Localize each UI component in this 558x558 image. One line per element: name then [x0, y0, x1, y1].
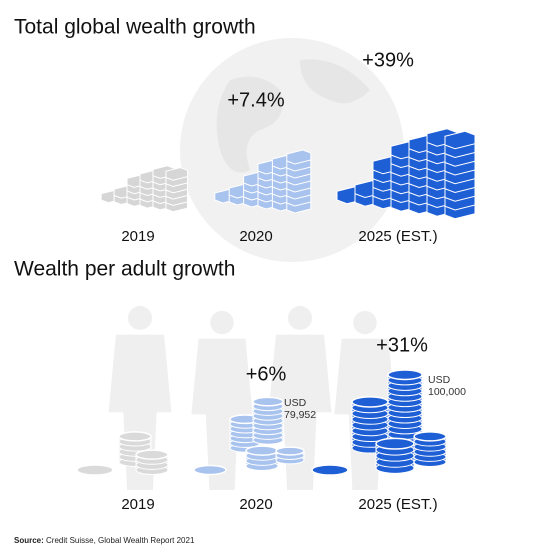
money-brick: [444, 130, 476, 150]
value-note: 79,952: [284, 409, 316, 421]
person-body: [268, 334, 332, 490]
value-note: 100,000: [428, 386, 466, 398]
coin-top: [351, 396, 389, 408]
year-label: 2025 (EST.): [358, 496, 437, 513]
person-head: [287, 305, 313, 330]
section-title: Total global wealth growth: [14, 16, 256, 39]
coin-top: [252, 396, 284, 407]
money-brick: [165, 167, 189, 181]
coin-top: [413, 431, 447, 442]
section-title: Wealth per adult growth: [14, 258, 235, 281]
value-note: USD: [284, 397, 307, 409]
money-brick: [286, 149, 312, 165]
coin-top: [375, 437, 415, 450]
person-body: [108, 334, 172, 490]
source-text: Credit Suisse, Global Wealth Report 2021: [46, 536, 195, 545]
coin-top: [245, 445, 279, 456]
source: Source: Credit Suisse, Global Wealth Rep…: [14, 536, 195, 545]
coin-top: [76, 464, 114, 476]
growth-label: +31%: [376, 334, 428, 356]
year-label: 2019: [121, 228, 154, 245]
year-label: 2025 (EST.): [358, 228, 437, 245]
coin-top: [275, 446, 305, 456]
coin-top: [118, 431, 152, 442]
coin-top: [311, 464, 349, 476]
globe-land: [216, 59, 370, 173]
year-label: 2020: [239, 228, 272, 245]
growth-label: +39%: [362, 49, 414, 71]
value-note: USD: [428, 374, 451, 386]
person-head: [127, 305, 153, 330]
growth-label: +6%: [246, 363, 287, 385]
coin-top: [135, 449, 169, 460]
growth-label: +7.4%: [227, 89, 284, 111]
person-head: [353, 310, 377, 335]
illustrations: [76, 128, 476, 490]
person-head: [210, 310, 234, 335]
source-label: Source:: [14, 536, 44, 545]
year-label: 2019: [121, 496, 154, 513]
year-label: 2020: [239, 496, 272, 513]
person-body: [191, 338, 253, 490]
coin-top: [387, 369, 423, 381]
coin-top: [193, 464, 227, 476]
